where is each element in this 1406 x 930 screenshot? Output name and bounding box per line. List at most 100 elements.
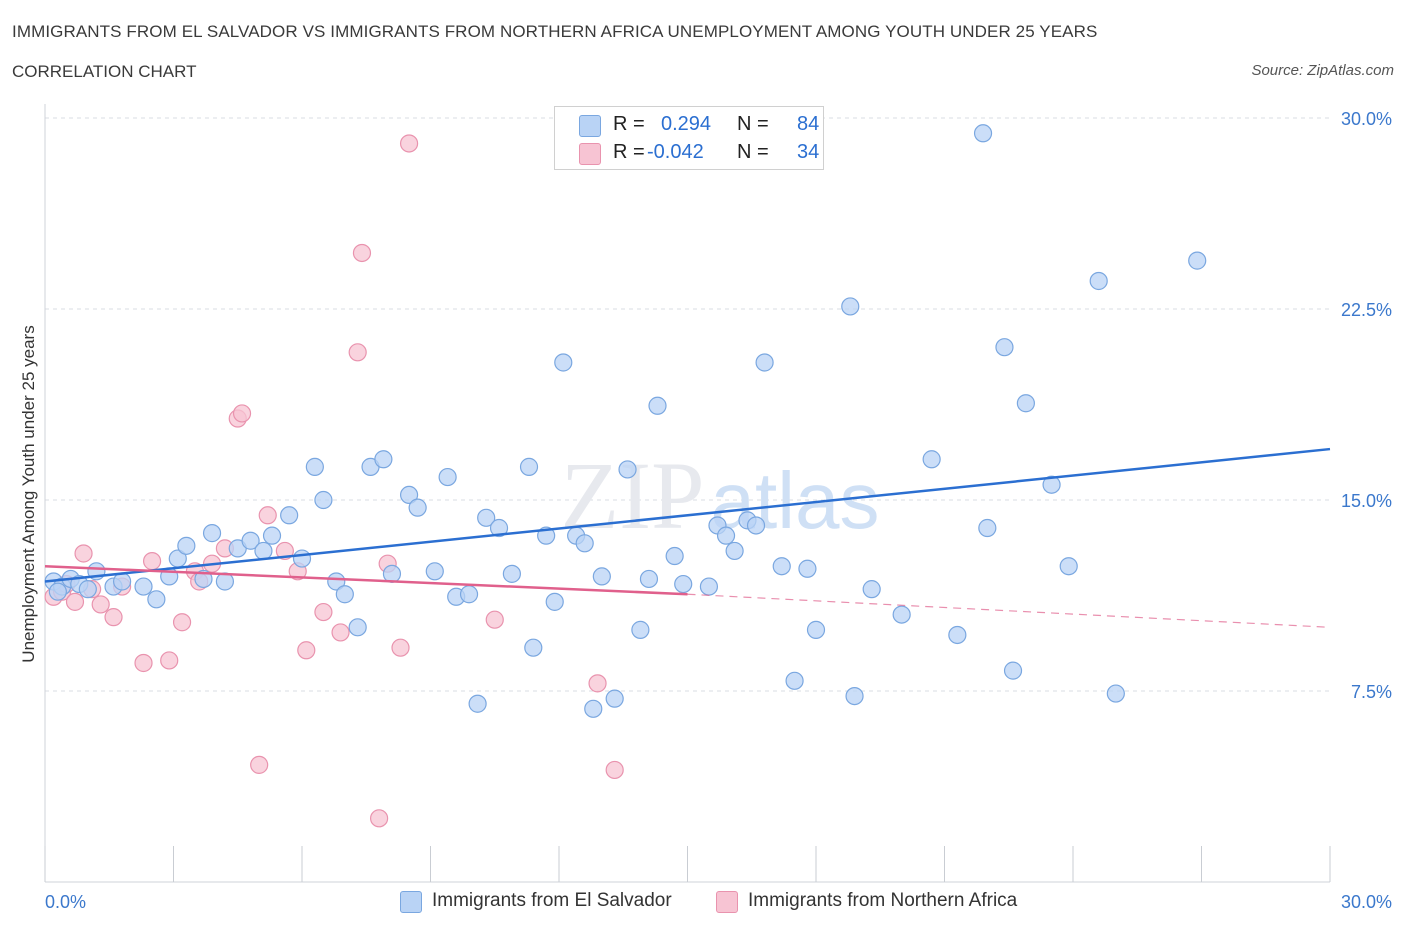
el-salvador-point [978,518,997,538]
legend-r-value: -0.042 [647,141,704,163]
northern-africa-point [605,760,624,780]
legend-n-value: 34 [797,141,820,163]
el-salvador-point [202,524,222,543]
el-salvador-point [459,585,479,604]
northern-africa-point [348,343,367,362]
el-salvador-point [922,450,941,469]
northern-africa-point [65,592,85,611]
el-salvador-point [292,549,312,568]
northern-africa-point [352,243,372,263]
el-salvador-point [584,699,603,718]
el-salvador-point [699,577,719,596]
legend-n-label: N = [737,141,769,163]
northern-africa-point [134,653,153,673]
legend-swatch-blue [400,891,422,913]
northern-africa-point [399,134,419,153]
el-salvador-trend-line [44,447,1331,583]
legend-n-label: N = [737,113,769,135]
el-salvador-point [841,297,860,316]
northern-africa-point [314,602,333,622]
northern-africa-trend-line [44,564,688,596]
northern-africa-point [232,404,252,423]
el-salvador-point [524,638,543,657]
el-salvador-point [725,541,744,561]
northern-africa-trend-extension [687,593,1331,628]
el-salvador-point [545,592,564,611]
el-salvador-point [1059,557,1078,576]
el-salvador-point [408,498,427,517]
el-salvador-point [254,541,273,561]
el-salvador-point [348,618,367,637]
el-salvador-point [995,338,1014,357]
legend-r-value: 0.294 [661,113,712,135]
northern-africa-point [485,610,504,629]
el-salvador-point [798,559,817,578]
source-label: Source: ZipAtlas.com [1251,62,1394,79]
el-salvador-points [44,124,1207,718]
el-salvador-point [618,460,637,479]
y-tick-label: 7.5% [1351,682,1392,702]
el-salvador-point [382,564,402,583]
northern-africa-point [74,544,93,563]
el-salvador-point [639,569,659,589]
chart-title: IMMIGRANTS FROM EL SALVADOR VS IMMIGRANT… [12,22,1098,41]
legend-swatch-pink [579,143,601,165]
y-tick-label: 22.5% [1341,300,1392,320]
axes [44,104,1331,883]
tick-labels: 7.5% 15.0% 22.5% 30.0% 0.0% 30.0% [45,109,1392,912]
el-salvador-point [177,536,196,555]
northern-africa-points [44,134,624,828]
y-tick-label: 15.0% [1341,491,1392,511]
el-salvador-point [374,450,393,469]
northern-africa-point [250,755,269,774]
el-salvador-point [648,396,667,415]
el-salvador-point [716,526,736,545]
el-salvador-point [489,518,509,538]
el-salvador-point [502,564,521,583]
legend-label: Immigrants from El Salvador [432,890,672,911]
correlation-legend: R = 0.294 N = 84 R = -0.042 N = 34 [554,106,824,170]
northern-africa-point [391,638,410,657]
el-salvador-point [973,124,993,143]
el-salvador-point [806,620,826,639]
el-salvador-point [1042,475,1061,494]
el-salvador-point [399,485,419,505]
legend-r-label: R = [613,141,645,163]
x-tick-label-max: 30.0% [1341,892,1392,912]
el-salvador-point [554,353,573,372]
el-salvador-point [468,694,487,713]
northern-africa-point [370,809,389,828]
y-axis-label: Unemployment Among Youth under 25 years [19,325,38,662]
el-salvador-point [631,620,650,639]
y-tick-label: 30.0% [1341,109,1392,129]
legend-r-label: R = [613,113,645,135]
legend-label: Immigrants from Northern Africa [748,890,1018,911]
el-salvador-point [305,457,324,476]
legend-swatch-pink [716,891,738,913]
el-salvador-point [892,605,911,624]
el-salvador-point [755,353,774,372]
el-salvador-point [78,580,97,599]
el-salvador-point [862,580,881,599]
gridlines [45,117,1330,692]
el-salvador-point [241,531,260,550]
el-salvador-point [665,546,684,566]
el-salvador-point [194,569,213,589]
legend-n-value: 84 [797,113,820,135]
el-salvador-point [772,557,791,576]
el-salvador-point [1016,394,1035,413]
el-salvador-point [327,572,346,591]
northern-africa-point [172,613,192,632]
el-salvador-point [1106,684,1125,703]
trend-lines [44,447,1331,628]
el-salvador-point [262,526,282,545]
northern-africa-point [331,623,350,642]
el-salvador-point [674,574,693,594]
el-salvador-point [519,457,539,476]
el-salvador-point [112,572,132,591]
northern-africa-point [91,595,110,614]
northern-africa-point [258,506,277,525]
northern-africa-point [297,641,316,660]
northern-africa-point [104,608,123,627]
